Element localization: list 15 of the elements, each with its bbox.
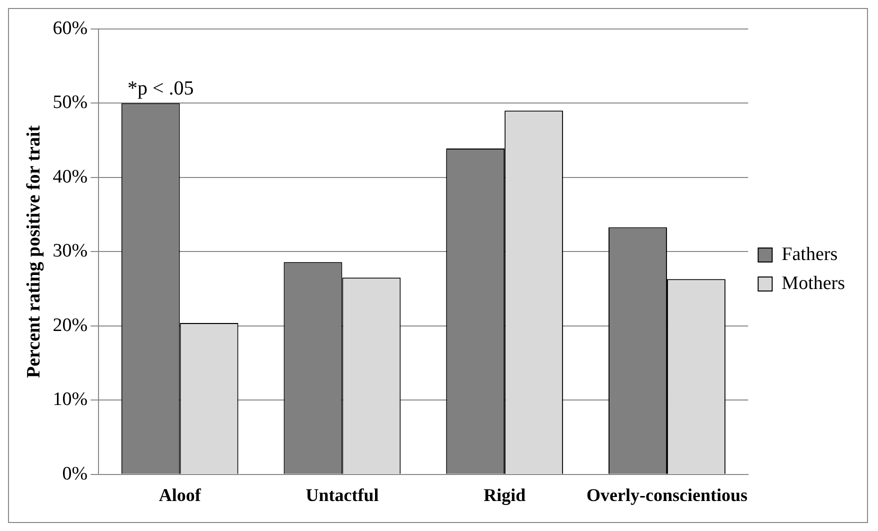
annotation: *p < .05 bbox=[127, 77, 194, 100]
legend-label: Fathers bbox=[782, 244, 838, 265]
x-tick-label: Untactful bbox=[306, 484, 379, 505]
y-tick-label: 0% bbox=[62, 463, 88, 484]
legend-label: Mothers bbox=[782, 272, 845, 294]
y-tick-label: 50% bbox=[52, 92, 88, 114]
x-tick-label: Aloof bbox=[158, 484, 202, 505]
y-tick-label: 60% bbox=[52, 18, 88, 39]
y-tick-label: 20% bbox=[52, 314, 88, 336]
x-tick-label: Rigid bbox=[484, 484, 526, 505]
y-tick-label: 10% bbox=[52, 389, 88, 410]
x-tick-label: Overly-conscientious bbox=[586, 484, 748, 505]
y-tick-label: 30% bbox=[52, 240, 88, 262]
y-axis-title: Percent rating positive for trait bbox=[23, 124, 44, 378]
y-tick-label: 40% bbox=[52, 166, 88, 188]
